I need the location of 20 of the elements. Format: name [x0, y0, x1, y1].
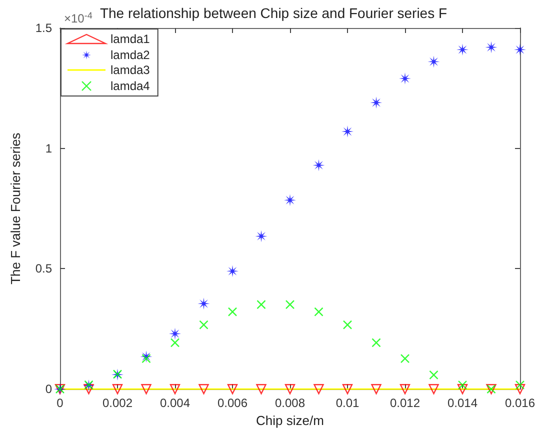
- x-tick-label: 0.004: [160, 396, 190, 410]
- legend-label: lamda3: [110, 63, 150, 77]
- x-tick-label: 0.016: [504, 396, 536, 410]
- chart-title: The relationship between Chip size and Fourier series F: [100, 5, 448, 21]
- legend-label: lamda1: [110, 32, 150, 46]
- y-tick-label: 0.5: [35, 262, 52, 276]
- x-tick-label: 0.002: [102, 396, 133, 410]
- y-axis-title: The F value Fourier series: [8, 132, 23, 284]
- x-tick-label: 0.006: [217, 396, 248, 410]
- x-tick-label: 0.01: [336, 396, 360, 410]
- x-axis-title: Chip size/m: [256, 413, 324, 428]
- x-tick-label: 0.014: [447, 396, 478, 410]
- y-tick-label: 1.5: [35, 21, 52, 35]
- y-tick-label: 0: [45, 382, 52, 396]
- x-tick-label: 0: [56, 396, 64, 410]
- y-tick-label: 1: [45, 141, 52, 156]
- x-tick-label: 0.008: [274, 396, 306, 410]
- legend-label: lamda4: [110, 79, 150, 93]
- legend-label: lamda2: [110, 48, 150, 62]
- x-tick-label: 0.012: [390, 396, 420, 410]
